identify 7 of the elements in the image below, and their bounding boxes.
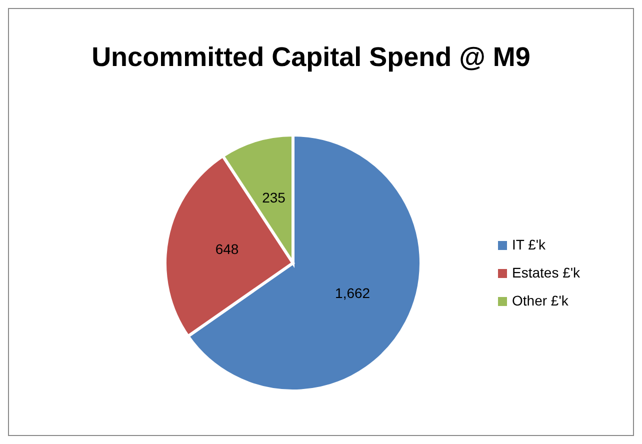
data-label: 1,662 (335, 284, 370, 301)
legend-label: IT £'k (512, 236, 547, 253)
data-label: 648 (215, 240, 239, 257)
chart-title: Uncommitted Capital Spend @ M9 (92, 42, 530, 72)
legend-label: Estates £'k (512, 264, 582, 281)
legend-label: Other £'k (512, 292, 570, 309)
data-label: 235 (262, 189, 286, 206)
